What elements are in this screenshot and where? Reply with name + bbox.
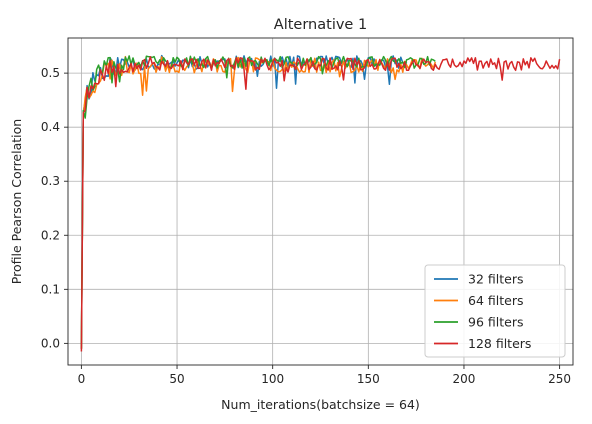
legend-label: 128 filters	[468, 336, 531, 351]
legend-label: 64 filters	[468, 293, 523, 308]
series-line-3	[80, 55, 436, 349]
chart-title: Alternative 1	[274, 17, 367, 33]
series-line-4	[80, 56, 561, 352]
y-tick-label: 0.0	[41, 336, 60, 350]
legend-box	[424, 264, 566, 358]
x-tick-label: 150	[357, 372, 380, 386]
x-tick-label: 200	[453, 372, 476, 386]
series-lines	[80, 54, 561, 352]
y-tick-label: 0.4	[41, 120, 60, 134]
y-tick-label: 0.5	[41, 66, 60, 80]
y-axis-label: Profile Pearson Correlation	[9, 119, 24, 284]
y-tick-label: 0.1	[41, 282, 60, 296]
y-axis: 0.0 0.1 0.2 0.3 0.4 0.5	[41, 66, 68, 350]
series-line-1	[80, 54, 408, 349]
x-axis: 0 50 100 150 200 250	[78, 365, 571, 386]
y-tick-label: 0.3	[41, 174, 60, 188]
x-tick-label: 100	[261, 372, 284, 386]
x-tick-label: 0	[78, 372, 86, 386]
legend-label: 32 filters	[468, 272, 523, 287]
x-tick-label: 50	[169, 372, 184, 386]
grid	[68, 38, 573, 365]
x-tick-label: 250	[548, 372, 571, 386]
legend-label: 96 filters	[468, 315, 523, 330]
x-axis-label: Num_iterations(batchsize = 64)	[221, 397, 420, 412]
plot-frame	[67, 37, 574, 366]
legend: 32 filters 64 filters 96 filters 128 filter…	[424, 264, 566, 358]
y-tick-label: 0.2	[41, 228, 60, 242]
series-line-2	[80, 55, 437, 349]
